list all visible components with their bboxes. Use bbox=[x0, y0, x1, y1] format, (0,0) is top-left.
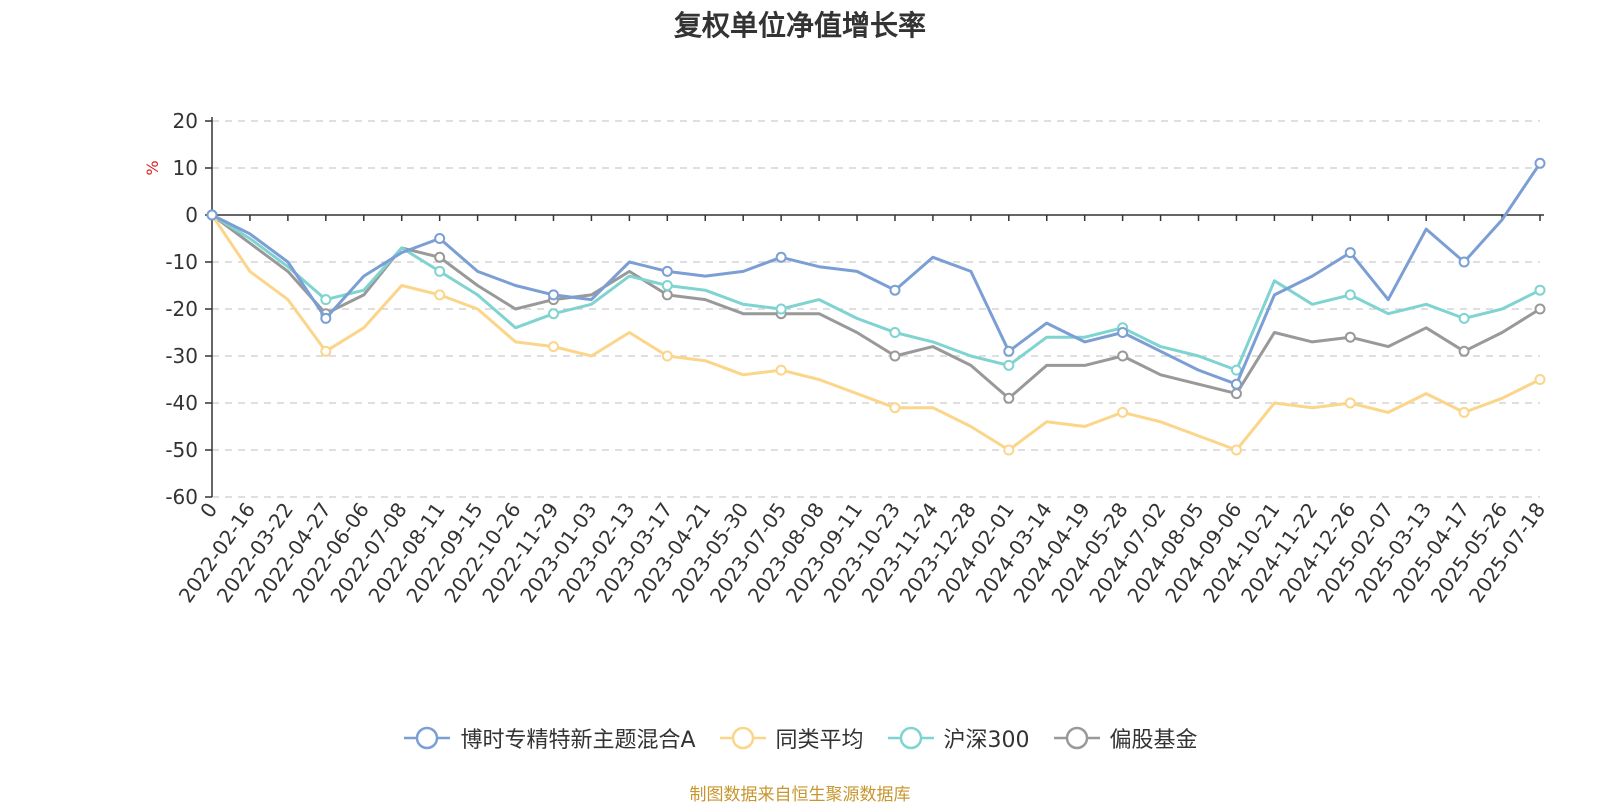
data-point[interactable] bbox=[889, 284, 901, 296]
legend-item-2[interactable]: 同类平均 bbox=[718, 722, 864, 754]
data-point[interactable] bbox=[1344, 331, 1356, 343]
data-point[interactable] bbox=[1534, 157, 1546, 169]
data-point[interactable] bbox=[889, 327, 901, 338]
legend-label: 同类平均 bbox=[775, 728, 864, 753]
data-point[interactable] bbox=[661, 289, 673, 301]
data-point[interactable] bbox=[1117, 327, 1129, 338]
y-tick-label: -40 bbox=[165, 391, 198, 415]
data-point[interactable] bbox=[1003, 392, 1015, 404]
data-point[interactable] bbox=[1458, 406, 1470, 418]
y-tick-label: -30 bbox=[165, 344, 198, 368]
axes bbox=[205, 117, 1544, 498]
data-point[interactable] bbox=[434, 251, 446, 263]
data-point[interactable] bbox=[1344, 247, 1356, 259]
data-point[interactable] bbox=[1458, 256, 1470, 268]
series-1 bbox=[206, 157, 1546, 390]
y-tick-label: -60 bbox=[165, 485, 198, 509]
data-point[interactable] bbox=[775, 251, 787, 263]
data-point[interactable] bbox=[434, 265, 446, 277]
legend-item-3[interactable]: 沪深300 bbox=[886, 722, 1030, 754]
data-point[interactable] bbox=[1534, 303, 1546, 315]
data-point[interactable] bbox=[206, 209, 218, 221]
data-point[interactable] bbox=[661, 280, 673, 291]
y-axis-unit-label: % bbox=[143, 160, 162, 175]
data-point[interactable] bbox=[661, 350, 673, 362]
data-point[interactable] bbox=[1003, 359, 1015, 371]
data-point[interactable] bbox=[1230, 378, 1242, 390]
data-point[interactable] bbox=[1344, 289, 1356, 301]
series-line bbox=[211, 162, 1542, 386]
data-point[interactable] bbox=[1534, 284, 1546, 296]
data-point[interactable] bbox=[775, 303, 787, 315]
data-point[interactable] bbox=[889, 350, 901, 362]
data-point[interactable] bbox=[1117, 350, 1129, 362]
series-lines bbox=[206, 157, 1546, 456]
series-line bbox=[211, 213, 1541, 372]
legend-label: 博时专精特新主题混合A bbox=[460, 728, 696, 753]
y-tick-label: -50 bbox=[165, 438, 198, 462]
series-4 bbox=[206, 209, 1546, 404]
series-3 bbox=[206, 209, 1546, 376]
series-line bbox=[210, 214, 1541, 452]
chart-title: 复权单位净值增长率 bbox=[673, 9, 926, 42]
y-tick-label: 0 bbox=[185, 203, 198, 227]
data-point[interactable] bbox=[1230, 444, 1242, 456]
data-point[interactable] bbox=[889, 402, 901, 414]
data-point[interactable] bbox=[775, 364, 787, 376]
data-point[interactable] bbox=[661, 265, 673, 277]
legend-marker-icon bbox=[887, 726, 934, 750]
axis-labels: 20100-10-20-30-40-50-60%02022-02-162022-… bbox=[143, 109, 1550, 607]
data-point[interactable] bbox=[547, 308, 559, 320]
data-point[interactable] bbox=[1117, 406, 1129, 418]
data-point[interactable] bbox=[1344, 397, 1356, 409]
data-point[interactable] bbox=[320, 312, 332, 324]
y-tick-label: 20 bbox=[173, 109, 198, 133]
data-point[interactable] bbox=[1458, 312, 1470, 324]
source-note: 制图数据来自恒生聚源数据库 bbox=[689, 785, 911, 805]
data-point[interactable] bbox=[547, 289, 559, 301]
y-tick-label: -10 bbox=[165, 250, 198, 274]
grid-lines bbox=[212, 120, 1540, 498]
series-2 bbox=[206, 209, 1546, 456]
data-point[interactable] bbox=[320, 345, 332, 357]
legend-item-1[interactable]: 博时专精特新主题混合A bbox=[402, 722, 696, 754]
data-point[interactable] bbox=[1003, 345, 1015, 357]
line-chart: 20100-10-20-30-40-50-60%02022-02-162022-… bbox=[143, 109, 1550, 607]
data-point[interactable] bbox=[1534, 374, 1546, 385]
legend-item-4[interactable]: 偏股基金 bbox=[1052, 722, 1198, 754]
legend-marker-icon bbox=[719, 726, 766, 750]
data-point[interactable] bbox=[1003, 444, 1015, 456]
legend-marker-icon bbox=[404, 726, 451, 750]
data-point[interactable] bbox=[320, 294, 332, 306]
legend-label: 偏股基金 bbox=[1109, 728, 1198, 753]
y-tick-label: -20 bbox=[165, 297, 198, 321]
series-line bbox=[211, 213, 1541, 400]
data-point[interactable] bbox=[434, 233, 446, 244]
data-point[interactable] bbox=[1458, 345, 1470, 357]
data-point[interactable] bbox=[1230, 388, 1242, 400]
x-tick-label: 0 bbox=[195, 498, 222, 522]
legend: 博时专精特新主题混合A 同类平均 沪深300 偏股基金 bbox=[0, 722, 1600, 754]
legend-label: 沪深300 bbox=[943, 728, 1030, 753]
y-tick-label: 10 bbox=[173, 156, 198, 180]
data-point[interactable] bbox=[547, 341, 559, 353]
data-point[interactable] bbox=[434, 289, 446, 301]
legend-marker-icon bbox=[1053, 726, 1100, 750]
